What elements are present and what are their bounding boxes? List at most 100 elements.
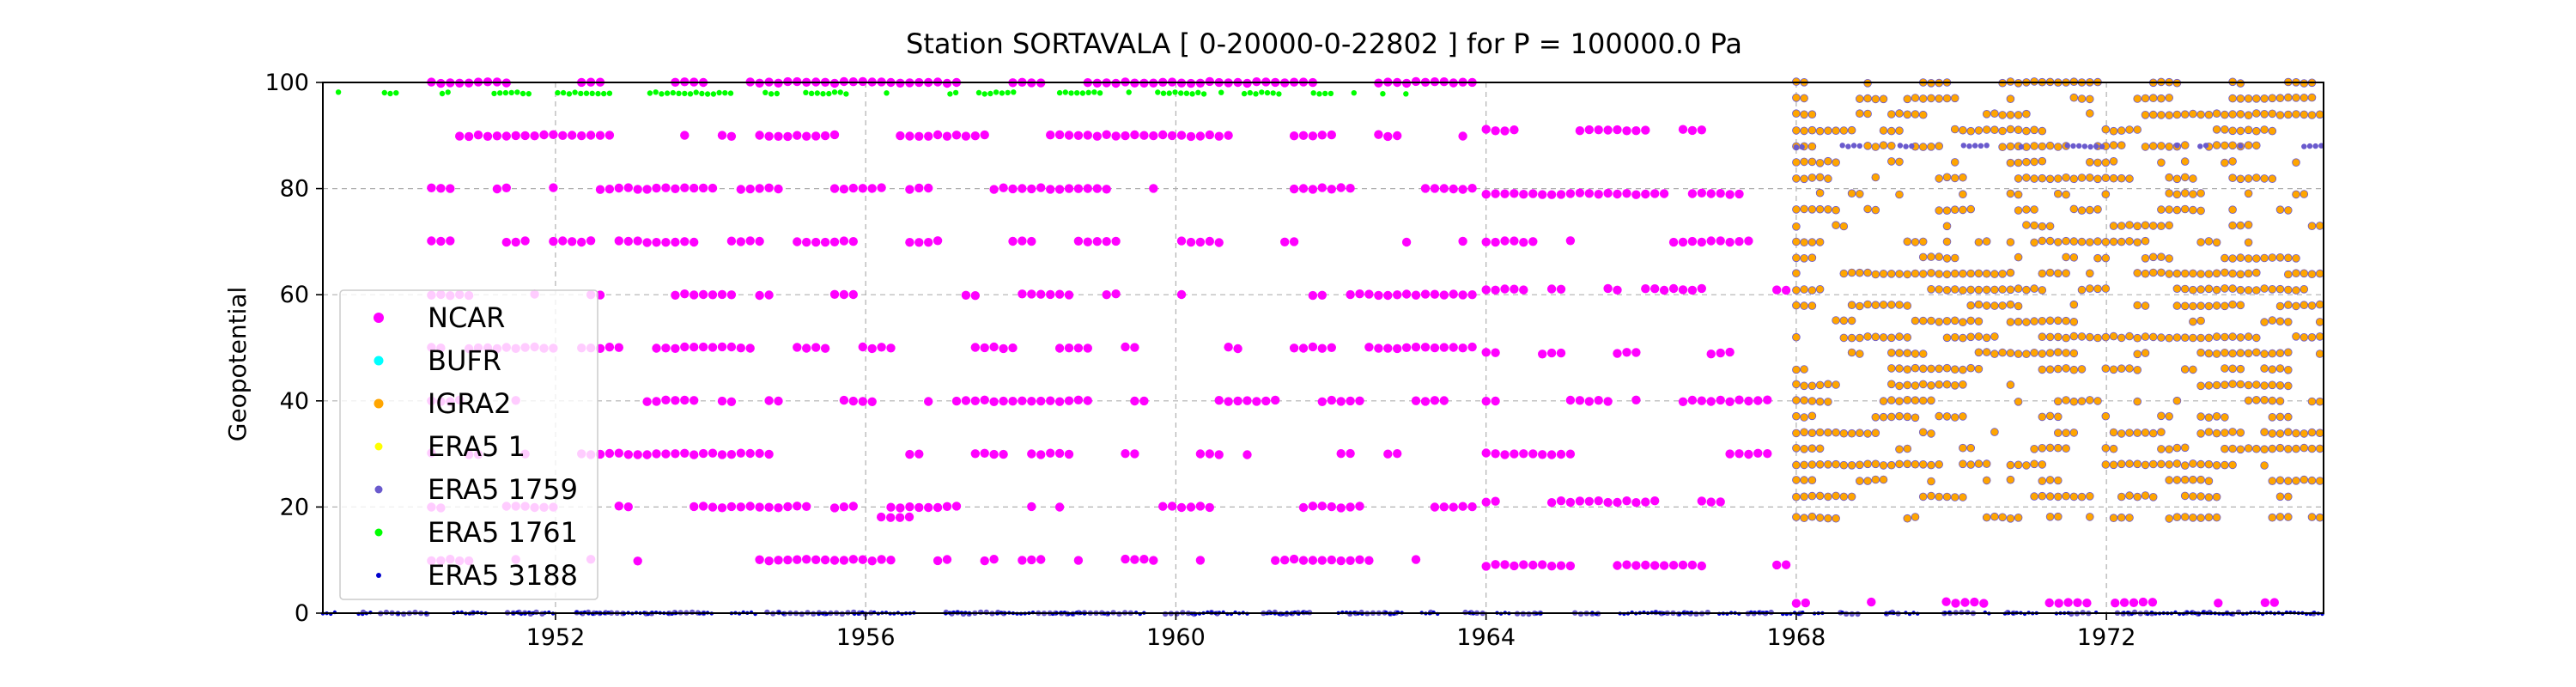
data-point — [1824, 126, 1832, 136]
data-point — [1990, 332, 1999, 341]
data-point — [1538, 350, 1547, 359]
data-point — [877, 555, 886, 564]
data-point — [676, 90, 682, 97]
data-point — [2125, 221, 2134, 229]
data-point — [2148, 429, 2158, 438]
data-point — [2252, 348, 2261, 357]
data-point — [1449, 343, 1458, 352]
data-point — [1974, 126, 1984, 135]
data-point — [2189, 269, 2197, 278]
data-point — [1346, 396, 1355, 406]
data-point — [1261, 396, 1271, 406]
data-point — [2148, 252, 2158, 262]
data-point — [1927, 380, 1935, 390]
data-point — [1832, 126, 1840, 136]
data-point — [1895, 397, 1904, 406]
legend-marker — [374, 356, 384, 366]
data-point — [1903, 110, 1912, 119]
data-point — [2062, 429, 2070, 438]
data-point — [2086, 284, 2094, 293]
data-point — [2022, 126, 2031, 136]
data-point — [1073, 184, 1084, 193]
data-point — [605, 131, 615, 140]
data-point — [2306, 143, 2313, 149]
data-point — [2221, 444, 2229, 453]
data-point — [1176, 289, 1187, 300]
data-point — [980, 395, 989, 404]
data-point — [2180, 141, 2190, 149]
data-point — [2157, 222, 2166, 231]
data-point — [1121, 342, 1130, 352]
data-point — [1918, 143, 1928, 151]
data-point — [1322, 90, 1328, 97]
data-point — [2054, 189, 2063, 198]
data-point — [2284, 348, 2293, 357]
data-point — [586, 236, 596, 246]
data-point — [970, 131, 981, 141]
data-point — [2292, 286, 2300, 295]
data-point — [2086, 205, 2094, 215]
data-point — [605, 448, 615, 459]
data-point — [2070, 143, 2076, 149]
data-point — [2069, 300, 2079, 309]
data-point — [2236, 428, 2245, 437]
data-point — [1725, 347, 1735, 357]
data-point — [1172, 89, 1178, 95]
data-point — [2221, 125, 2229, 134]
data-point — [2086, 332, 2094, 342]
data-point — [1911, 110, 1920, 119]
data-point — [1847, 460, 1856, 470]
data-point — [2076, 143, 2082, 149]
data-point — [2093, 284, 2102, 294]
data-point — [839, 556, 849, 565]
data-point — [1111, 289, 1121, 299]
data-point — [1481, 190, 1491, 199]
data-point — [717, 503, 727, 513]
data-point — [2260, 125, 2269, 134]
data-point — [2315, 222, 2324, 230]
data-point — [1289, 237, 1299, 246]
data-point — [2196, 333, 2205, 343]
legend-label: ERA5 3188 — [428, 559, 578, 592]
data-point — [2109, 444, 2118, 453]
data-point — [1847, 492, 1856, 502]
data-point — [1241, 90, 1248, 97]
data-point — [1895, 411, 1904, 421]
data-point — [2062, 252, 2070, 262]
data-point — [661, 449, 671, 459]
data-point — [2292, 94, 2300, 102]
data-point — [2077, 492, 2087, 502]
data-point — [2180, 157, 2190, 166]
data-point — [2275, 443, 2285, 453]
data-point — [2268, 412, 2277, 422]
data-point — [2284, 477, 2293, 485]
data-point — [1863, 109, 1872, 119]
data-point — [858, 184, 867, 193]
data-point — [1903, 333, 1912, 342]
data-point — [2086, 158, 2094, 167]
data-point — [1856, 460, 1864, 470]
data-point — [1195, 502, 1206, 511]
data-point — [1815, 204, 1825, 214]
data-point — [1792, 476, 1801, 484]
data-point — [1083, 184, 1093, 193]
data-point — [1121, 554, 1130, 564]
data-point — [1807, 110, 1817, 119]
data-point — [2022, 157, 2031, 167]
data-point — [436, 78, 446, 88]
data-point — [2236, 349, 2245, 357]
data-point — [2204, 413, 2214, 423]
data-point — [999, 90, 1005, 96]
data-point — [717, 396, 727, 406]
data-point — [1903, 94, 1912, 104]
data-point — [839, 502, 849, 512]
data-point — [1073, 236, 1084, 246]
data-point — [1887, 380, 1896, 389]
data-point — [843, 91, 849, 97]
data-point — [1911, 396, 1920, 405]
data-point — [1856, 301, 1864, 311]
data-point — [1027, 555, 1036, 565]
data-point — [670, 89, 676, 96]
data-point — [726, 502, 737, 512]
data-point — [1982, 301, 1991, 310]
